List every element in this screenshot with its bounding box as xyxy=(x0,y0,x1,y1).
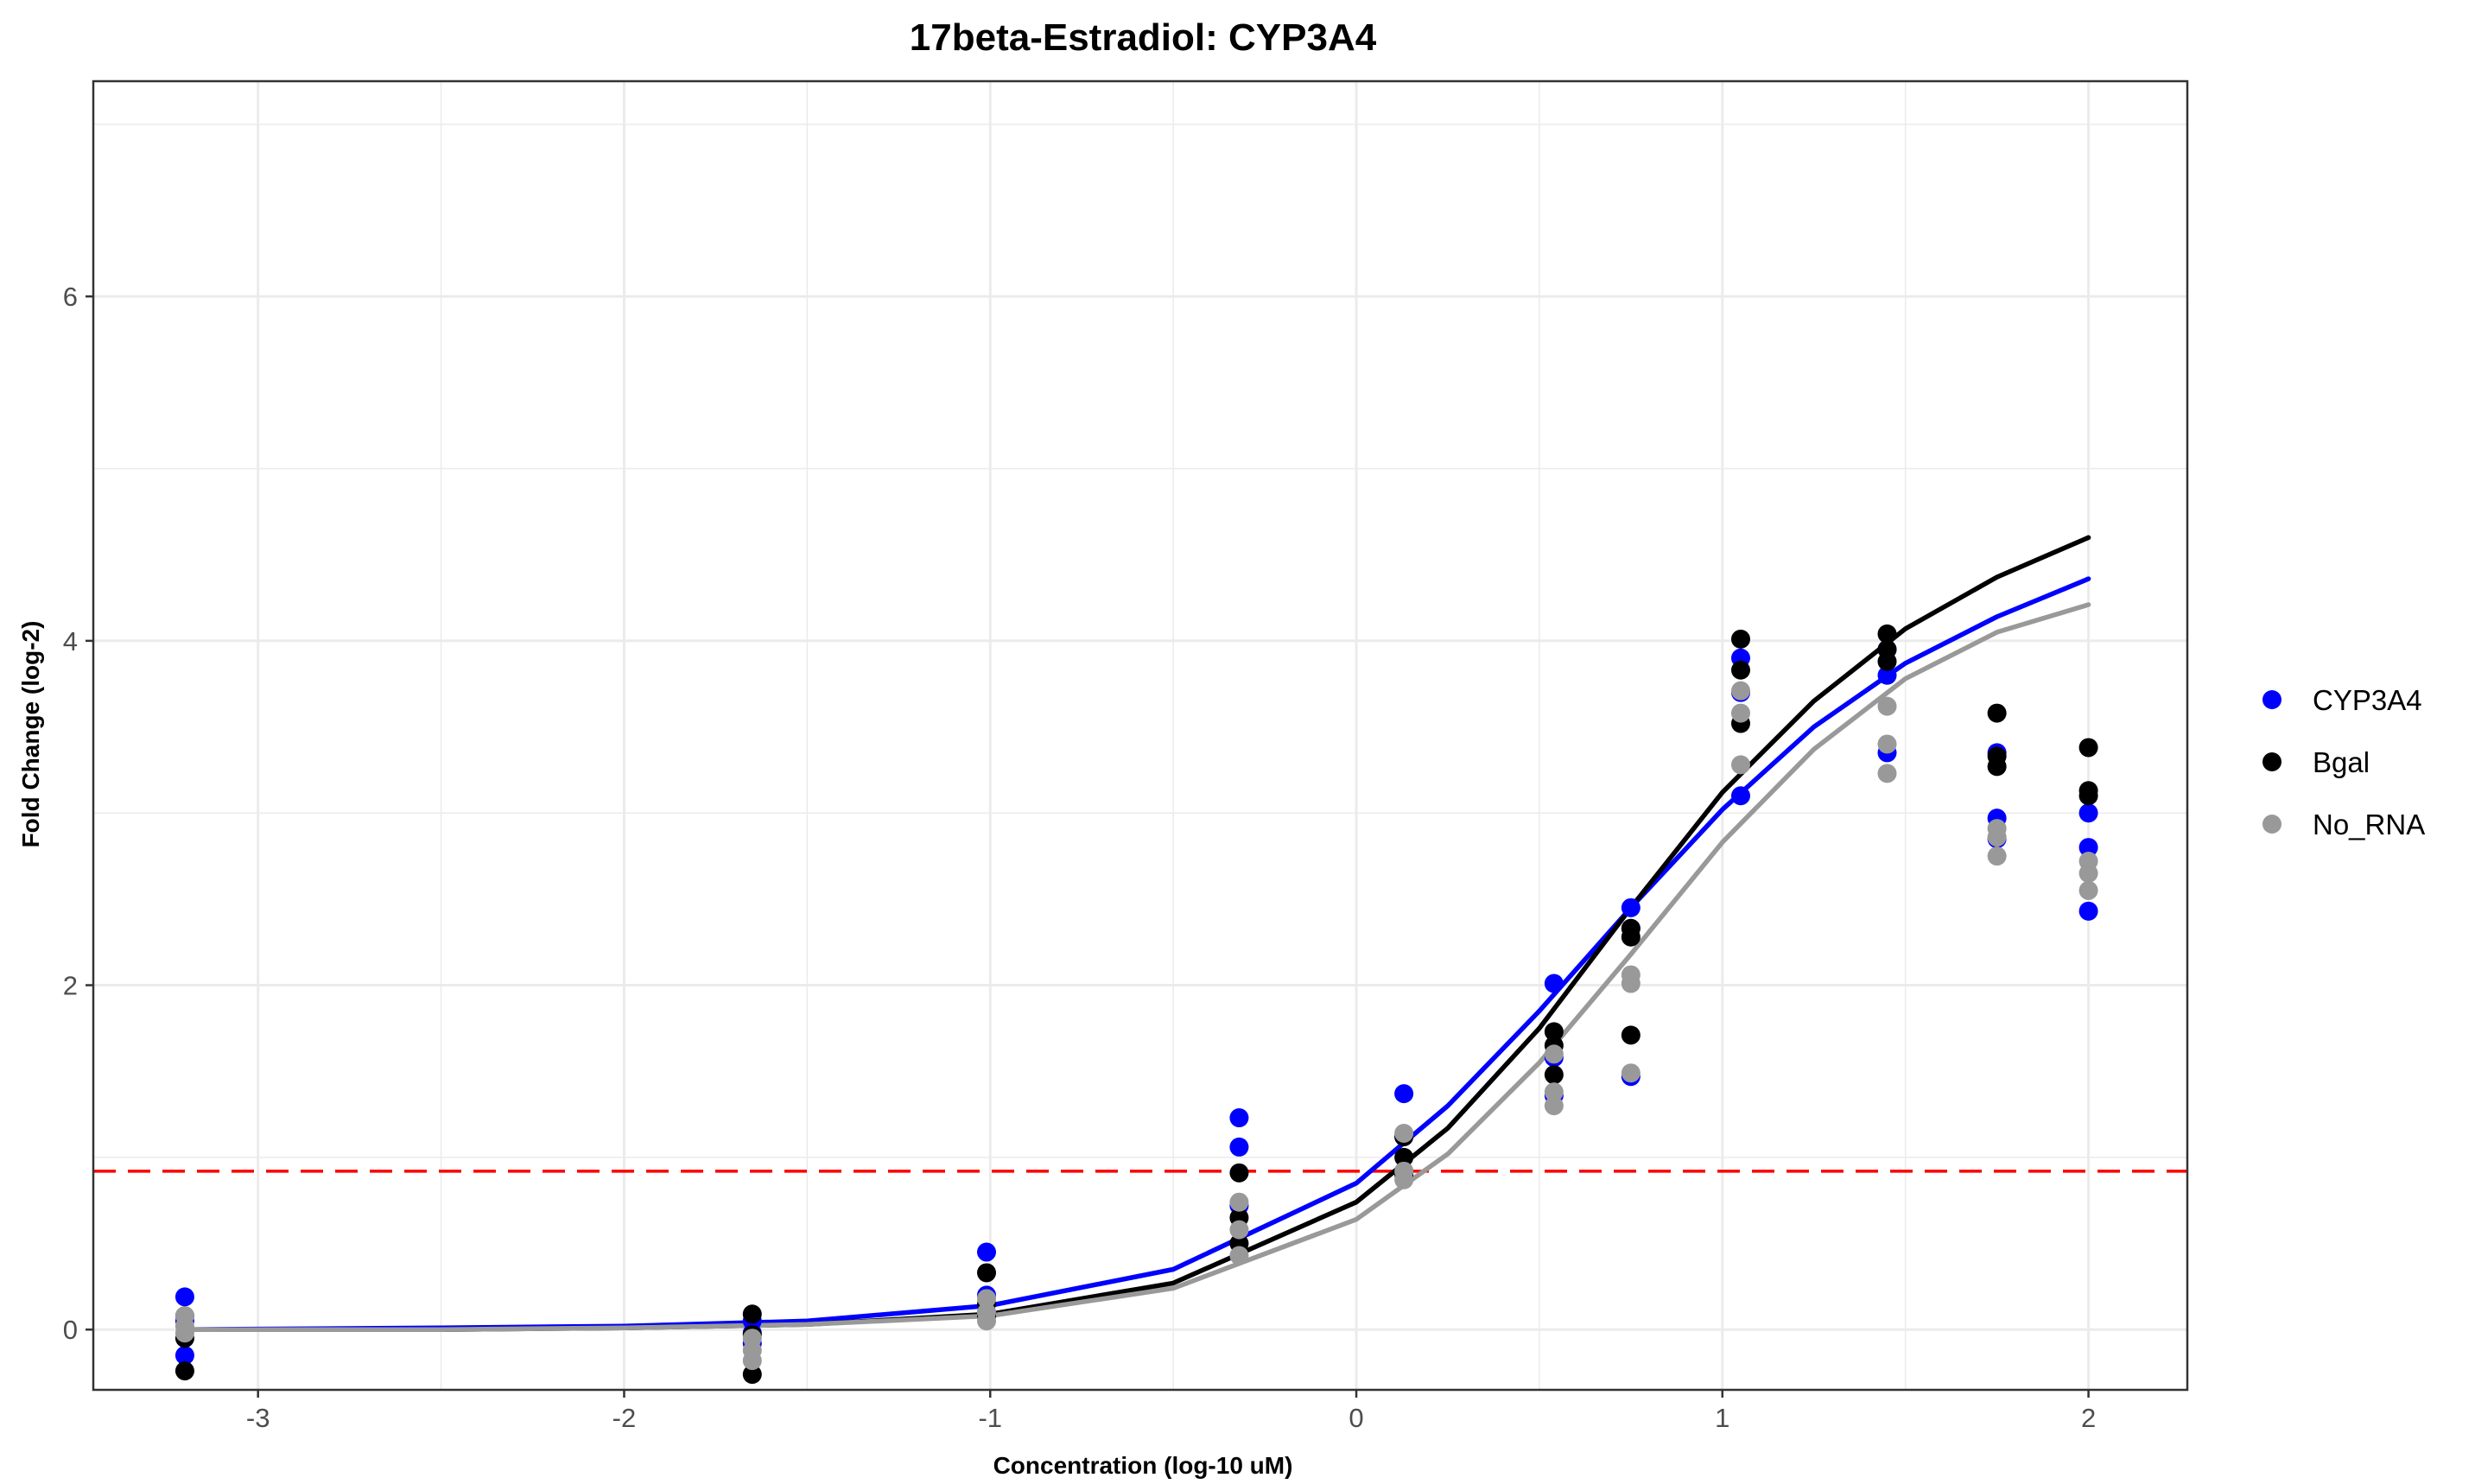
y-axis: 0 2 4 6 xyxy=(63,282,93,1345)
point-no-rna xyxy=(2078,880,2098,900)
point-cyp3a4 xyxy=(1730,786,1750,806)
x-tick-label: 2 xyxy=(2081,1403,2096,1433)
point-no-rna xyxy=(175,1323,194,1343)
y-tick-label: 6 xyxy=(63,282,78,312)
point-no-rna xyxy=(1730,755,1750,775)
legend-key-no-rna xyxy=(2262,815,2281,834)
point-bgal xyxy=(1730,629,1750,649)
plot-panel xyxy=(92,79,2189,1392)
fitted-curves xyxy=(182,535,2091,1332)
point-bgal xyxy=(1730,660,1750,680)
point-cyp3a4 xyxy=(1544,973,1564,993)
point-cyp3a4 xyxy=(2078,838,2098,858)
panel-border xyxy=(92,79,2189,1392)
point-no-rna xyxy=(1987,847,2007,866)
point-no-rna xyxy=(742,1351,762,1371)
x-tick-label: 1 xyxy=(1715,1403,1729,1433)
legend-label-bgal: Bgal xyxy=(2313,746,2370,778)
point-bgal xyxy=(1987,703,2007,723)
y-axis-title: Fold Change (log-2) xyxy=(17,621,44,848)
point-no-rna xyxy=(1877,696,1897,716)
point-bgal xyxy=(175,1361,194,1381)
chart-title: 17beta-Estradiol: CYP3A4 xyxy=(910,16,1377,59)
point-cyp3a4 xyxy=(175,1346,194,1366)
data-points xyxy=(175,624,2098,1385)
x-axis-title: Concentration (log-10 uM) xyxy=(993,1452,1293,1479)
x-tick-label: -2 xyxy=(612,1403,637,1433)
point-no-rna xyxy=(1229,1246,1249,1265)
x-tick-label: -1 xyxy=(978,1403,1002,1433)
point-cyp3a4 xyxy=(1394,1084,1414,1104)
point-no-rna xyxy=(1987,828,2007,847)
x-axis: -3 -2 -1 0 1 2 xyxy=(246,1390,2096,1433)
legend: CYP3A4 Bgal No_RNA xyxy=(2262,684,2425,840)
point-cyp3a4 xyxy=(2078,803,2098,823)
point-bgal xyxy=(1621,1025,1640,1045)
point-bgal xyxy=(1544,1065,1564,1085)
point-cyp3a4 xyxy=(977,1242,997,1262)
legend-label-cyp3a4: CYP3A4 xyxy=(2313,684,2422,716)
point-bgal xyxy=(1877,624,1897,644)
y-tick-label: 0 xyxy=(63,1315,78,1345)
panel-background xyxy=(93,81,2187,1390)
point-no-rna xyxy=(1394,1170,1414,1189)
point-bgal xyxy=(742,1304,762,1324)
point-no-rna xyxy=(977,1289,997,1309)
point-bgal xyxy=(742,1365,762,1385)
point-no-rna xyxy=(977,1311,997,1331)
point-bgal xyxy=(1229,1163,1249,1183)
x-tick-label: -3 xyxy=(246,1403,270,1433)
point-no-rna xyxy=(1730,681,1750,701)
point-no-rna xyxy=(1730,703,1750,723)
point-bgal xyxy=(1621,927,1640,947)
y-tick-label: 2 xyxy=(63,971,78,1001)
point-no-rna xyxy=(1229,1220,1249,1240)
legend-label-no-rna: No_RNA xyxy=(2313,809,2425,840)
point-bgal xyxy=(977,1263,997,1283)
point-cyp3a4 xyxy=(1877,665,1897,685)
point-cyp3a4 xyxy=(1229,1108,1249,1128)
point-bgal xyxy=(2078,786,2098,806)
point-no-rna xyxy=(1544,1044,1564,1064)
point-cyp3a4 xyxy=(1229,1137,1249,1157)
point-bgal xyxy=(1987,757,2007,777)
point-no-rna xyxy=(1877,764,1897,783)
point-no-rna xyxy=(1544,1082,1564,1102)
point-bgal xyxy=(1877,651,1897,671)
point-bgal xyxy=(2078,738,2098,758)
point-no-rna xyxy=(1229,1192,1249,1212)
point-cyp3a4 xyxy=(2078,901,2098,921)
point-no-rna xyxy=(2078,863,2098,883)
point-cyp3a4 xyxy=(1621,897,1640,917)
curve-no-rna xyxy=(182,602,2091,1332)
y-tick-label: 4 xyxy=(63,626,78,656)
point-no-rna xyxy=(1394,1123,1414,1143)
point-bgal xyxy=(1544,1022,1564,1042)
legend-key-bgal xyxy=(2262,752,2281,771)
point-no-rna xyxy=(1544,1096,1564,1116)
point-bgal xyxy=(1394,1147,1414,1167)
point-cyp3a4 xyxy=(175,1287,194,1307)
point-no-rna xyxy=(1621,973,1640,993)
x-tick-label: 0 xyxy=(1349,1403,1363,1433)
point-no-rna xyxy=(1877,734,1897,754)
point-no-rna xyxy=(1621,1063,1640,1083)
legend-key-cyp3a4 xyxy=(2262,690,2281,709)
minor-gridlines xyxy=(93,81,2187,1390)
